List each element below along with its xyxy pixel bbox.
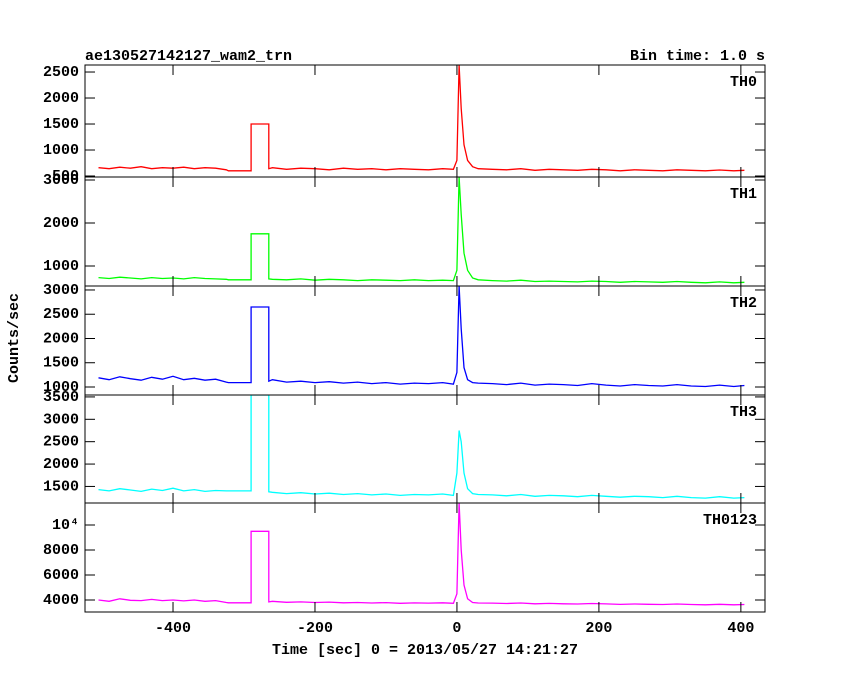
bin-time: Bin time: 1.0 s <box>630 48 765 65</box>
light-curve <box>98 503 745 606</box>
chart-title: ae130527142127_wam2_trn <box>85 48 292 65</box>
panel-label: TH0123 <box>703 512 757 529</box>
x-axis-label: Time [sec] 0 = 2013/05/27 14:21:27 <box>272 642 578 659</box>
panel-label: TH1 <box>730 186 757 203</box>
light-curve <box>98 177 745 284</box>
x-tick-label: -200 <box>297 620 333 637</box>
y-tick-label: 2000 <box>43 215 79 232</box>
y-tick-label: 2000 <box>43 90 79 107</box>
panel-frame <box>84 502 766 613</box>
y-tick-label: 1500 <box>43 116 79 133</box>
panel-frame <box>84 176 766 287</box>
panel-frame <box>84 64 766 178</box>
y-tick-label: 1000 <box>43 142 79 159</box>
y-tick-label: 8000 <box>43 542 79 559</box>
light-curve <box>98 286 745 388</box>
y-tick-label: 3000 <box>43 282 79 299</box>
light-curve <box>98 395 745 499</box>
y-tick-label: 4000 <box>43 592 79 609</box>
y-tick-label: 2000 <box>43 330 79 347</box>
y-tick-label: 2500 <box>43 64 79 81</box>
x-tick-label: 400 <box>727 620 754 637</box>
y-axis-label: Counts/sec <box>6 293 23 383</box>
panel-label: TH3 <box>730 404 757 421</box>
y-tick-label: 2500 <box>43 434 79 451</box>
light-curve <box>98 65 745 172</box>
y-tick-label: 3000 <box>43 172 79 189</box>
y-tick-label: 10⁴ <box>52 517 79 534</box>
y-tick-label: 1000 <box>43 258 79 275</box>
panel-label: TH0 <box>730 74 757 91</box>
y-tick-label: 3000 <box>43 411 79 428</box>
y-tick-label: 6000 <box>43 567 79 584</box>
y-tick-label: 1500 <box>43 355 79 372</box>
y-tick-label: 1500 <box>43 478 79 495</box>
y-tick-label: 1000 <box>43 379 79 396</box>
y-tick-label: 3500 <box>43 389 79 406</box>
x-tick-label: 0 <box>452 620 461 637</box>
y-tick-label: 500 <box>52 168 79 185</box>
y-tick-label: 2000 <box>43 456 79 473</box>
x-tick-label: 200 <box>585 620 612 637</box>
panel-label: TH2 <box>730 295 757 312</box>
y-tick-label: 2500 <box>43 306 79 323</box>
x-tick-label: -400 <box>155 620 191 637</box>
panel-frame <box>84 394 766 504</box>
